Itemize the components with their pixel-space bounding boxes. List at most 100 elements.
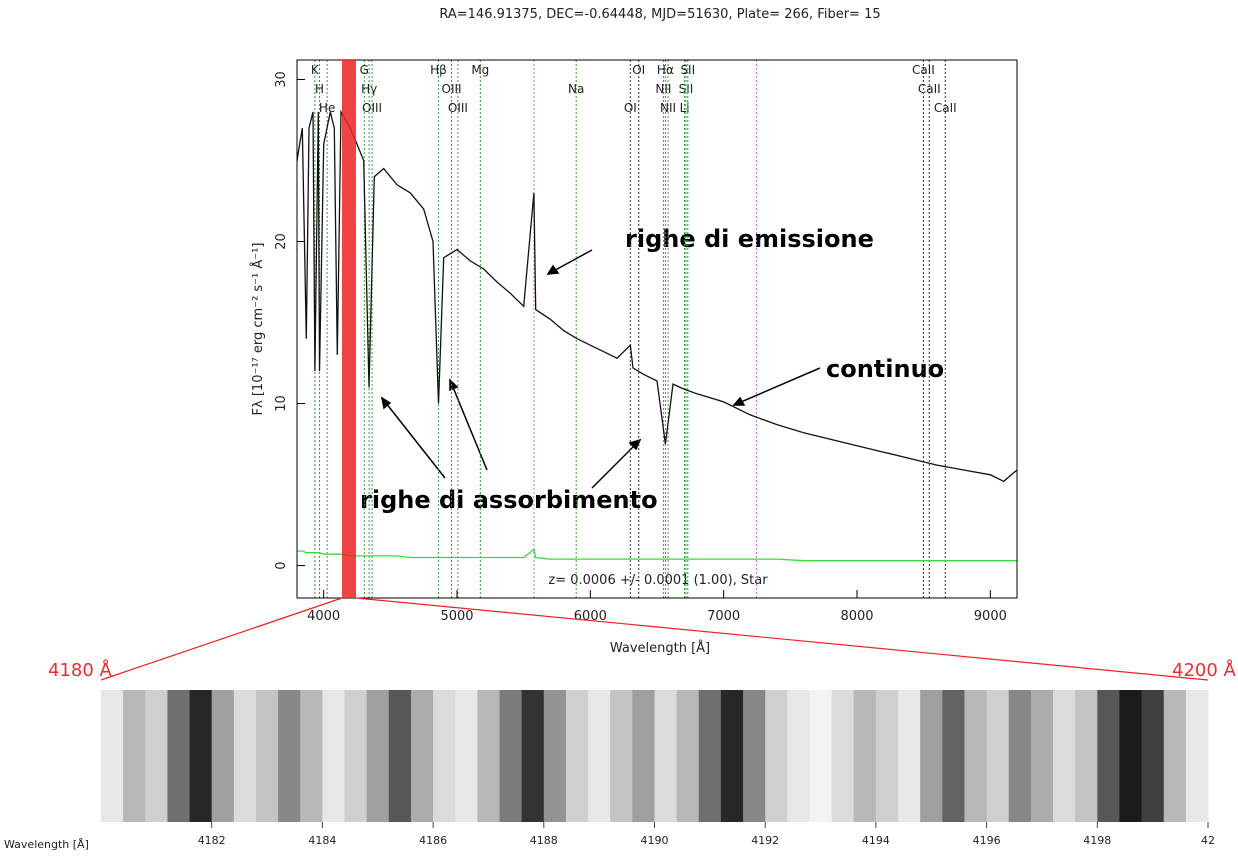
spectrum-cell (964, 690, 987, 822)
marker-label: CaII (912, 63, 935, 77)
marker-label: CaII (918, 82, 941, 96)
spectrum-cell (433, 690, 456, 822)
marker-label: G (360, 63, 369, 77)
x-tick-label: 7000 (707, 609, 740, 624)
marker-label: OI (624, 101, 637, 115)
spectrum-cell (1097, 690, 1120, 822)
strip-tick-label: 4184 (308, 834, 336, 847)
chart: RA=146.91375, DEC=-0.64448, MJD=51630, P… (0, 0, 1238, 855)
spectrum-cell (854, 690, 877, 822)
arrows (382, 250, 820, 488)
spectrum-cell (1186, 690, 1209, 822)
spectrum-cell (699, 690, 722, 822)
spectrum-cell (809, 690, 832, 822)
spectrum-cell (942, 690, 965, 822)
x-axis-label: Wavelength [Å] (610, 640, 710, 656)
spectrum-line (297, 112, 1017, 481)
spectrum-cell (101, 690, 124, 822)
strip-tick-label: 4186 (419, 834, 447, 847)
spectrum-cell (898, 690, 921, 822)
spectrum-cell (876, 690, 899, 822)
marker-label: SII (680, 63, 695, 77)
spectrum-cell (1009, 690, 1032, 822)
range-label: 4180 Å (48, 659, 113, 681)
annotation: continuo (826, 355, 944, 383)
spectrum-cell (389, 690, 412, 822)
spectrum-cell (721, 690, 744, 822)
marker-label: K (311, 63, 320, 77)
spectrum-cell (1142, 690, 1165, 822)
spectrum-cell (632, 690, 655, 822)
spectrum-cell (167, 690, 190, 822)
x-tick-label: 8000 (840, 609, 873, 624)
x-tick-label: 9000 (974, 609, 1007, 624)
marker-label: Hα (657, 63, 674, 77)
spectrum-cell (655, 690, 678, 822)
y-tick-label: 20 (274, 233, 289, 250)
plot-frame (297, 60, 1017, 598)
spectrum-cell (743, 690, 766, 822)
spectrum-cell (765, 690, 788, 822)
marker-label: Hγ (361, 82, 377, 96)
spectrum-cell (477, 690, 500, 822)
zoom-band (342, 60, 356, 598)
spectrum-cell (300, 690, 323, 822)
spectrum-cell (322, 690, 345, 822)
y-tick-label: 0 (274, 561, 289, 569)
y-axis-label: Fλ [10⁻¹⁷ erg cm⁻² s⁻¹ Å⁻¹] (250, 243, 266, 416)
marker-label: OIII (448, 101, 468, 115)
marker-label: OI (632, 63, 645, 77)
marker-label: H (315, 82, 324, 96)
spectrum-cell (787, 690, 810, 822)
strip-tick-label: 4196 (973, 834, 1001, 847)
spectrum-cell (190, 690, 213, 822)
marker-label: NII (660, 101, 676, 115)
strip-tick-label: 4182 (198, 834, 226, 847)
spectrum-cell (455, 690, 478, 822)
spectrum-cell (367, 690, 390, 822)
annotation: righe di assorbimento (360, 486, 658, 514)
strip-tick-label: 4190 (641, 834, 669, 847)
annotation: righe di emissione (625, 225, 874, 253)
y-tick-label: 10 (274, 395, 289, 412)
strip-tick-label: 4192 (751, 834, 779, 847)
marker-label: SII (679, 82, 694, 96)
strip-tick-label: 4194 (862, 834, 890, 847)
strip-tick-label: 4188 (530, 834, 558, 847)
marker-label: OIII (442, 82, 462, 96)
marker-label: Na (568, 82, 584, 96)
spectrum-cell (588, 690, 611, 822)
zoom-line (356, 598, 1208, 680)
chart-title: RA=146.91375, DEC=-0.64448, MJD=51630, P… (439, 7, 880, 22)
spectrum-cell (234, 690, 257, 822)
redshift-note: z= 0.0006 +/- 0.0001 (1.00), Star (548, 573, 768, 588)
spectrum-cell (145, 690, 168, 822)
spectrum-cell (1075, 690, 1098, 822)
zoom-line (101, 598, 342, 680)
marker-label: CaII (934, 101, 957, 115)
spectrum-cell (256, 690, 279, 822)
spectrum-cell (411, 690, 434, 822)
spectrum-cell (1031, 690, 1054, 822)
spectrum-cell (1053, 690, 1076, 822)
spectrum-cell (345, 690, 368, 822)
x-tick-label: 5000 (440, 609, 473, 624)
marker-label: NII (655, 82, 671, 96)
spectrum-cell (212, 690, 235, 822)
spectrum-cell (987, 690, 1010, 822)
spectrum-cell (610, 690, 633, 822)
spectrum-line (297, 549, 1017, 560)
strip-tick-label: 42 (1201, 834, 1215, 847)
spectrum-cell (123, 690, 146, 822)
marker-label: Mg (471, 63, 489, 77)
spectrum-cell (544, 690, 567, 822)
spectrum-cell (920, 690, 943, 822)
marker-label: Hβ (430, 63, 447, 77)
y-tick-label: 30 (274, 71, 289, 88)
spectrum-cell (522, 690, 545, 822)
strip-x-label: Wavelength [Å] (4, 838, 89, 851)
spectrum-cell (1119, 690, 1142, 822)
spectrum-cell (1164, 690, 1187, 822)
spectrum-cell (677, 690, 700, 822)
marker-label: He (319, 101, 335, 115)
